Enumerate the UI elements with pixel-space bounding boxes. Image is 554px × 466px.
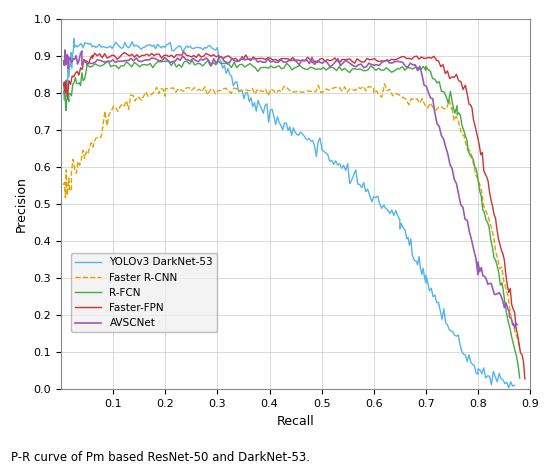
Faster-FPN	[60, 82, 67, 88]
AVSCNet	[63, 60, 70, 66]
Line: Faster-FPN: Faster-FPN	[64, 52, 525, 379]
Faster-FPN	[225, 53, 232, 59]
AVSCNet	[184, 57, 191, 63]
R-FCN	[75, 81, 81, 87]
R-FCN	[189, 58, 196, 63]
R-FCN	[215, 58, 222, 64]
AVSCNet	[239, 54, 245, 59]
YOLOv3 DarkNet-53	[71, 36, 78, 41]
Line: Faster R-CNN: Faster R-CNN	[64, 84, 520, 350]
Faster R-CNN	[95, 135, 101, 140]
Line: R-FCN: R-FCN	[64, 61, 520, 378]
R-FCN	[516, 375, 523, 381]
AVSCNet	[60, 58, 67, 64]
AVSCNet	[120, 58, 126, 64]
Faster-FPN	[521, 376, 528, 382]
Faster-FPN	[151, 53, 157, 58]
YOLOv3 DarkNet-53	[253, 109, 260, 114]
Faster R-CNN	[516, 347, 523, 352]
YOLOv3 DarkNet-53	[406, 242, 413, 248]
Legend: YOLOv3 DarkNet-53, Faster R-CNN, R-FCN, Faster-FPN, AVSCNet: YOLOv3 DarkNet-53, Faster R-CNN, R-FCN, …	[71, 253, 217, 332]
Y-axis label: Precision: Precision	[15, 176, 28, 232]
Faster R-CNN	[483, 208, 489, 213]
YOLOv3 DarkNet-53	[511, 383, 518, 388]
AVSCNet	[494, 291, 501, 296]
Faster R-CNN	[381, 81, 388, 87]
AVSCNet	[89, 61, 95, 66]
Faster-FPN	[492, 215, 499, 221]
Faster R-CNN	[368, 84, 375, 90]
YOLOv3 DarkNet-53	[60, 89, 67, 94]
AVSCNet	[62, 47, 69, 53]
Faster-FPN	[101, 51, 108, 56]
Faster-FPN	[416, 56, 422, 62]
Faster R-CNN	[341, 84, 348, 89]
Text: P-R curve of Pm based ResNet-50 and DarkNet-53.: P-R curve of Pm based ResNet-50 and Dark…	[11, 451, 310, 464]
YOLOv3 DarkNet-53	[332, 158, 339, 164]
R-FCN	[60, 81, 67, 86]
R-FCN	[507, 326, 514, 331]
Line: AVSCNet: AVSCNet	[64, 50, 517, 328]
YOLOv3 DarkNet-53	[505, 385, 512, 391]
YOLOv3 DarkNet-53	[483, 375, 489, 381]
R-FCN	[157, 59, 164, 65]
X-axis label: Recall: Recall	[276, 415, 315, 428]
Faster-FPN	[181, 49, 187, 55]
Faster R-CNN	[299, 89, 306, 95]
Faster-FPN	[257, 55, 264, 61]
R-FCN	[381, 68, 387, 73]
AVSCNet	[514, 322, 520, 327]
Line: YOLOv3 DarkNet-53: YOLOv3 DarkNet-53	[64, 39, 515, 388]
AVSCNet	[511, 325, 518, 331]
YOLOv3 DarkNet-53	[235, 89, 242, 94]
R-FCN	[412, 64, 419, 70]
Faster R-CNN	[331, 85, 337, 91]
YOLOv3 DarkNet-53	[476, 367, 483, 373]
Faster R-CNN	[60, 182, 67, 188]
